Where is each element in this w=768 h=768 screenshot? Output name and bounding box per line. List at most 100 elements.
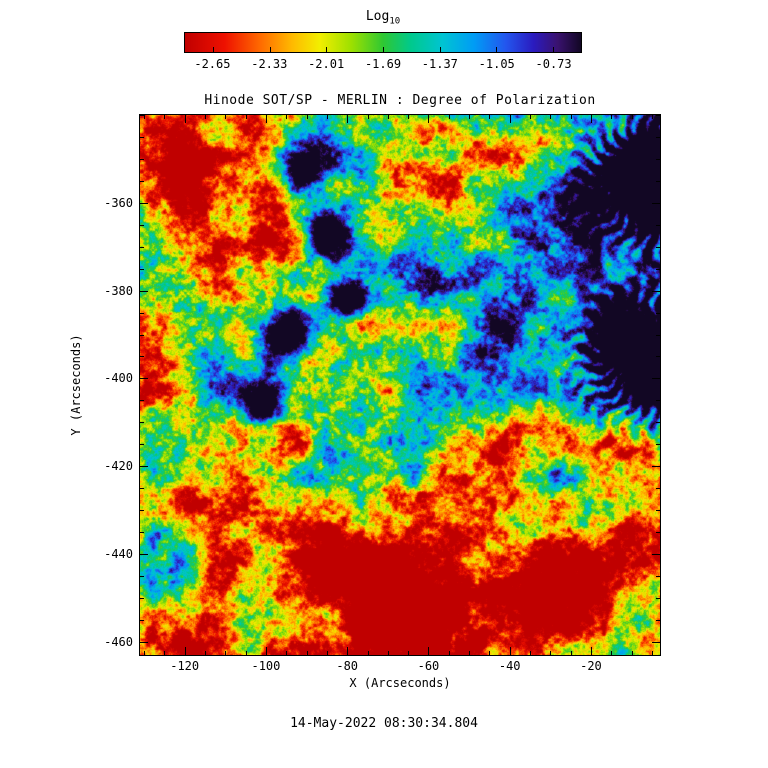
colorbar-tick-label: -2.33	[251, 57, 288, 71]
axis-tick	[591, 647, 592, 655]
x-tick-label: -100	[251, 659, 281, 673]
axis-tick	[656, 488, 660, 489]
axis-tick	[140, 510, 144, 511]
axis-tick	[611, 115, 612, 119]
y-axis-label: Y (Arcseconds)	[69, 334, 83, 436]
axis-tick	[656, 444, 660, 445]
axis-tick	[266, 647, 267, 655]
axis-tick	[656, 576, 660, 577]
axis-tick	[140, 554, 148, 555]
colorbar-tick-mark	[383, 47, 384, 52]
chart-title: Hinode SOT/SP - MERLIN : Degree of Polar…	[204, 93, 596, 108]
axis-tick	[652, 651, 653, 655]
colorbar-gradient	[184, 32, 582, 53]
colorbar-tick-mark	[496, 47, 498, 52]
axis-tick	[140, 115, 144, 116]
axis-tick	[656, 335, 660, 336]
axis-tick	[140, 642, 148, 643]
colorbar-title: Log10	[185, 9, 581, 27]
axis-tick	[489, 651, 490, 655]
y-tick-label: -440	[104, 547, 133, 562]
axis-tick	[140, 335, 144, 336]
y-tick-label: -380	[104, 283, 133, 298]
axis-tick	[185, 115, 186, 123]
axis-tick	[489, 115, 490, 119]
y-tick-label: -420	[104, 459, 133, 474]
axis-tick	[656, 313, 660, 314]
axis-tick	[550, 115, 551, 119]
axis-tick	[164, 651, 165, 655]
axis-tick	[225, 651, 226, 655]
axis-tick	[140, 422, 144, 423]
axis-tick	[225, 115, 226, 119]
axis-tick	[469, 651, 470, 655]
axis-tick	[428, 647, 429, 655]
axis-tick	[656, 598, 660, 599]
axis-tick	[164, 115, 165, 119]
x-tick-label: -40	[498, 659, 521, 673]
axis-tick	[449, 115, 450, 119]
axis-tick	[656, 400, 660, 401]
colorbar-tick-label: -0.73	[535, 57, 572, 71]
axis-tick	[140, 620, 144, 621]
axis-tick	[140, 225, 144, 226]
axis-tick	[530, 651, 531, 655]
axis-tick	[140, 488, 144, 489]
axis-tick	[656, 159, 660, 160]
axis-tick	[140, 181, 144, 182]
axis-tick	[185, 647, 186, 655]
x-tick-label: -60	[417, 659, 440, 673]
axis-tick	[368, 115, 369, 119]
axis-tick	[656, 620, 660, 621]
colorbar-tick-label: -1.05	[478, 57, 515, 71]
axis-tick	[266, 115, 267, 123]
axis-tick	[140, 598, 144, 599]
colorbar-tick-mark	[269, 47, 271, 52]
heatmap-canvas	[140, 115, 660, 655]
plot-area	[139, 114, 661, 656]
axis-tick	[368, 651, 369, 655]
axis-tick	[632, 115, 633, 119]
axis-tick	[140, 356, 144, 357]
colorbar-ticks: -2.65 -2.33 -2.01 -1.69 -1.37 -1.05 -0.73	[184, 57, 582, 71]
axis-tick	[656, 247, 660, 248]
axis-tick	[656, 115, 660, 116]
axis-tick	[530, 115, 531, 119]
axis-tick	[652, 554, 660, 555]
axis-tick	[205, 115, 206, 119]
axis-tick	[327, 651, 328, 655]
colorbar-tick-mark	[439, 47, 441, 52]
axis-tick	[652, 115, 653, 119]
axis-tick	[307, 115, 308, 119]
axis-tick	[611, 651, 612, 655]
axis-tick	[144, 115, 145, 119]
axis-tick	[652, 203, 660, 204]
y-tick-label: -400	[104, 371, 133, 386]
colorbar-tick-mark	[213, 47, 215, 52]
axis-tick	[656, 532, 660, 533]
colorbar-tick-label: -2.01	[308, 57, 345, 71]
x-tick-label: -120	[170, 659, 200, 673]
axis-tick	[656, 225, 660, 226]
axis-tick	[469, 115, 470, 119]
axis-tick	[652, 378, 660, 379]
axis-tick	[140, 159, 144, 160]
axis-tick	[246, 651, 247, 655]
axis-tick	[140, 313, 144, 314]
axis-tick	[388, 115, 389, 119]
axis-tick	[656, 510, 660, 511]
axis-tick	[408, 115, 409, 119]
axis-tick	[347, 647, 348, 655]
y-tick-label: -360	[104, 195, 133, 210]
colorbar-tick-mark	[552, 47, 554, 52]
axis-tick	[571, 115, 572, 119]
axis-tick	[652, 642, 660, 643]
axis-tick	[408, 651, 409, 655]
axis-tick	[656, 137, 660, 138]
axis-tick	[510, 647, 511, 655]
axis-tick	[656, 356, 660, 357]
colorbar-title-main: Log	[365, 9, 390, 24]
axis-tick	[286, 115, 287, 119]
axis-tick	[652, 291, 660, 292]
axis-tick	[140, 400, 144, 401]
